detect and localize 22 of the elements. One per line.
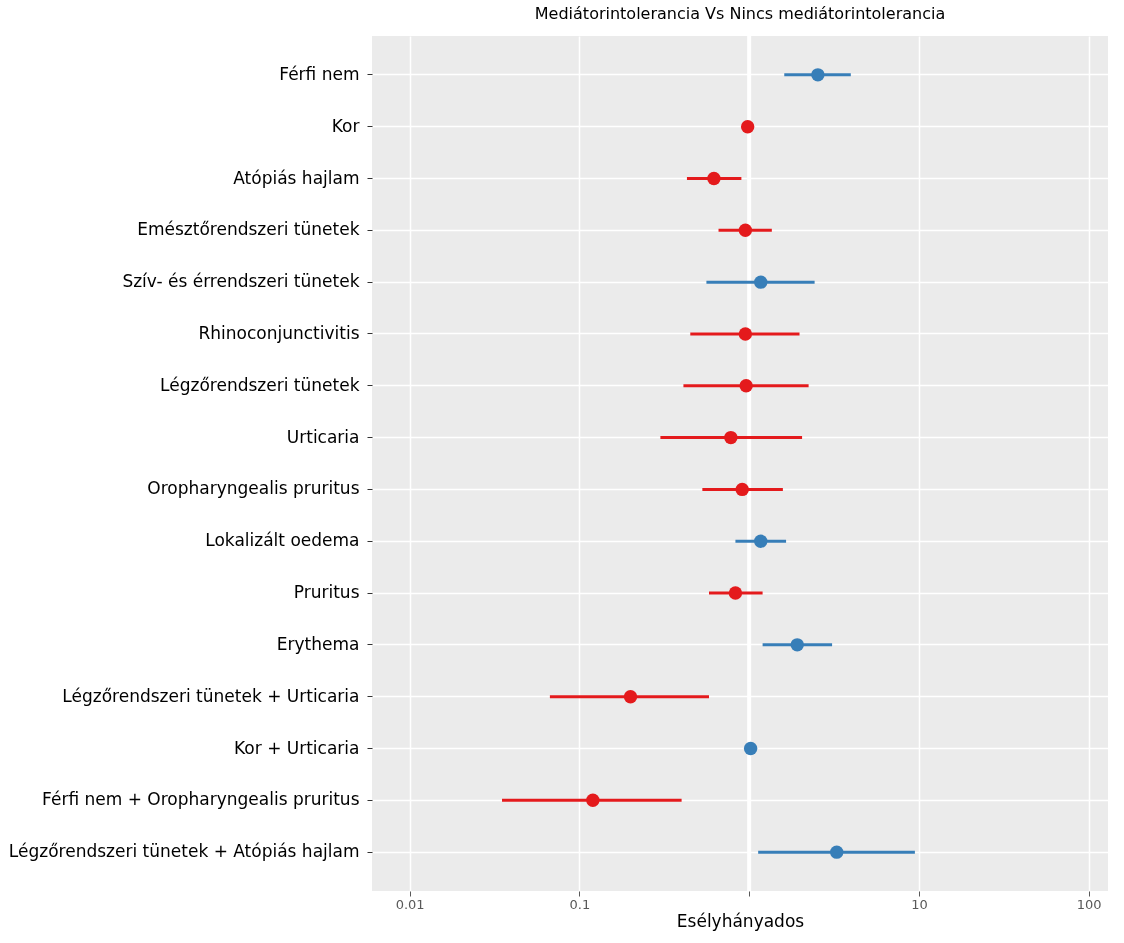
y-tick-label: Kor + Urticaria — [234, 737, 360, 758]
y-tick-label: Atópiás hajlam — [233, 167, 360, 188]
y-tick-label: Légzőrendszeri tünetek — [160, 374, 360, 395]
y-tick-label: Légzőrendszeri tünetek + Urticaria — [62, 685, 360, 706]
y-tick-label: Rhinoconjunctivitis — [198, 322, 360, 343]
y-tick-label: Kor — [331, 115, 360, 136]
y-tick-label: Szív- és érrendszeri tünetek — [122, 271, 360, 292]
y-tick-label: Férfi nem + Oropharyngealis pruritus — [42, 789, 360, 810]
y-tick-label: Lokalizált oedema — [205, 530, 360, 551]
x-tick-label: 0.01 — [395, 896, 425, 912]
y-tick-label: Oropharyngealis pruritus — [147, 478, 360, 499]
chart-title: Mediátorintolerancia Vs Nincs mediátorintolerancia — [534, 4, 946, 23]
y-tick-label: Urticaria — [286, 426, 360, 447]
y-tick-label: Emésztőrendszeri tünetek — [137, 219, 360, 240]
y-tick-label: Férfi nem — [279, 63, 360, 84]
y-tick-label: Légzőrendszeri tünetek + Atópiás hajlam — [8, 841, 360, 862]
y-tick-label: Erythema — [276, 633, 360, 654]
y-tick-label: Pruritus — [293, 582, 360, 603]
x-tick-label: 10 — [911, 896, 928, 912]
x-tick-label: 0.1 — [569, 896, 591, 912]
x-tick-label: 100 — [1076, 896, 1102, 912]
x-axis-title: Esélyhányados — [676, 910, 805, 931]
